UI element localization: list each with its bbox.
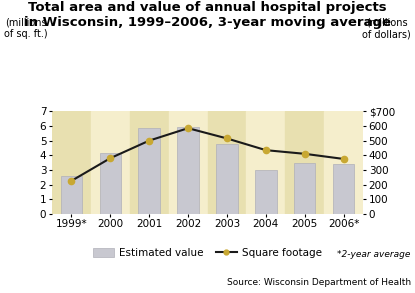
Bar [130,111,168,214]
Bar [61,176,82,214]
Text: *2-year average: *2-year average [337,250,411,259]
Text: Total area and value of annual hospital projects
in Wisconsin, 1999–2006, 3-year: Total area and value of annual hospital … [24,1,391,30]
Text: (millions
of dollars): (millions of dollars) [362,18,411,39]
Bar [91,111,130,214]
Bar [216,144,238,214]
Bar [168,111,208,214]
Bar [52,111,91,214]
Bar [333,164,354,214]
Legend: Estimated value, Square footage: Estimated value, Square footage [93,248,322,258]
Bar [324,111,363,214]
Bar [286,111,324,214]
Text: (millions
of sq. ft.): (millions of sq. ft.) [4,18,48,39]
Bar [208,111,247,214]
Bar [247,111,286,214]
Bar [255,170,276,214]
Bar [177,127,199,214]
Text: Source: Wisconsin Department of Health: Source: Wisconsin Department of Health [227,278,411,287]
Bar [100,153,121,214]
Bar [294,163,315,214]
Bar [139,128,160,214]
